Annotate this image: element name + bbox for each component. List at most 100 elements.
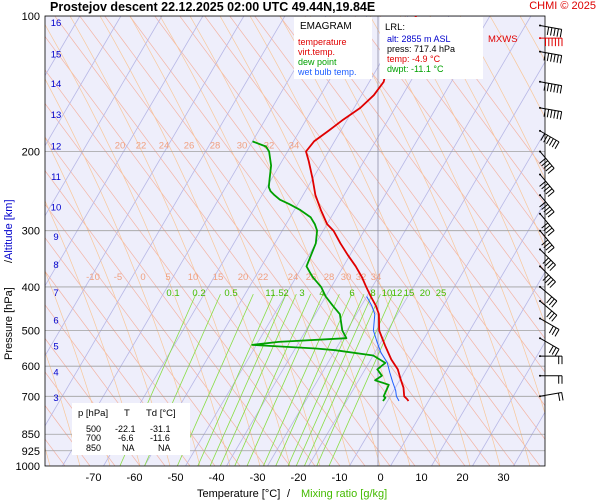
adiabat-line (45, 304, 166, 466)
mixing-ratio-label: 4 (319, 288, 324, 299)
table-cell: NA (122, 443, 135, 453)
wind-barb-feather (556, 54, 559, 63)
wind-barb-shaft (539, 174, 555, 192)
table-cell: -22.1 (115, 424, 136, 434)
wind-barb-feather (546, 83, 550, 92)
mixing-ratio-label: 25 (436, 288, 447, 299)
wind-barb (539, 374, 563, 384)
temperature-tick-label: -30 (250, 472, 266, 484)
wind-barb-base (539, 395, 541, 398)
adiabat-line (45, 136, 291, 466)
wind-barb-feather (543, 225, 551, 232)
theta-label: -5 (114, 272, 122, 283)
grid-layer (45, 16, 600, 466)
isotherm-line (62, 16, 327, 466)
theta-label: 34 (371, 272, 382, 283)
wind-barb-feather (556, 28, 559, 37)
legend-item-dew-point: dew point (298, 57, 337, 67)
legend-box (294, 17, 372, 79)
wind-barb-feather (550, 27, 553, 36)
wind-barb-feather (544, 259, 552, 267)
wind-barb-feather (553, 84, 556, 93)
wind-barb-shaft (539, 265, 556, 283)
theta-label: 30 (237, 140, 248, 151)
wind-barb (539, 317, 560, 337)
wind-barb (539, 337, 560, 357)
wind-barb-feather (548, 325, 554, 334)
wind-barb-base (539, 265, 541, 268)
wind-barb-feather (543, 185, 551, 192)
wind-barb-feather (549, 281, 556, 288)
wind-barb (539, 391, 564, 402)
altitude-tick-label: 4 (53, 368, 58, 379)
adiabat-line (45, 203, 241, 466)
theta-label: 10 (188, 272, 199, 283)
adiabat-line (45, 371, 116, 466)
isotherm-line (226, 16, 491, 466)
x-axis-separator: / (287, 488, 291, 500)
isotherm-line (431, 271, 545, 466)
pressure-tick-label: 400 (22, 282, 40, 294)
wind-barb-base (539, 80, 541, 83)
pressure-tick-label: 600 (22, 361, 40, 373)
theta-label: 0 (140, 272, 145, 283)
altitude-tick-label: 5 (53, 342, 58, 353)
wind-barb-feather (542, 274, 549, 281)
wind-barb-feather (543, 108, 546, 117)
moist-adiabat-line (550, 16, 600, 466)
summary-table-background (72, 403, 190, 455)
wind-barb (539, 24, 563, 38)
wind-barb (539, 229, 555, 254)
wind-barb-feather (539, 157, 546, 164)
series-dew-point (251, 140, 390, 402)
wind-barb-feather (540, 133, 546, 141)
wind-barb-feather (543, 82, 546, 91)
axes-layer: 1002003004005006007008509251000161514131… (16, 11, 546, 484)
wind-barb-base (539, 150, 541, 153)
altitude-tick-label: 13 (51, 110, 62, 121)
mixing-ratio-label: 0.5 (224, 288, 237, 299)
adiabat-line (45, 35, 366, 466)
legend-item-temperature: temperature (298, 37, 347, 47)
wind-barb-base (539, 106, 541, 109)
isotherm-line (103, 16, 368, 466)
wind-barb-base (539, 194, 541, 197)
legend-title: EMAGRAM (300, 21, 352, 32)
moist-adiabat-line (339, 16, 531, 466)
wind-barb-feather (545, 188, 553, 195)
altitude-tick-label: 15 (51, 49, 62, 60)
isotherm-line (45, 16, 163, 217)
mixing-ratio-line (197, 293, 275, 466)
mixing-ratio-label: 0.1 (166, 288, 179, 299)
mixing-ratio-label: 15 (404, 288, 415, 299)
mixing-ratio-line (287, 293, 365, 466)
legend-item-virt-temp: virt.temp. (298, 47, 335, 57)
isotherm-line (185, 16, 450, 466)
adiabat-line (229, 16, 545, 440)
series-layer (251, 16, 417, 402)
wind-barb-feather (553, 54, 556, 63)
isotherm-line (308, 61, 545, 466)
wind-barb (539, 80, 563, 94)
moist-adiabat-line (219, 16, 411, 466)
wind-barb-feather (550, 109, 553, 118)
wind-barb-shaft (539, 107, 562, 113)
wind-barb-base (539, 285, 541, 288)
mixing-ratio-line (295, 293, 373, 466)
wind-barb-shaft (539, 25, 562, 30)
wind-barb (539, 50, 563, 64)
altitude-tick-label: 8 (53, 260, 58, 271)
mxws-wind-barb (539, 37, 563, 47)
theta-label: 20 (115, 140, 126, 151)
wind-barb-base (539, 24, 541, 27)
wind-barb-feather (551, 314, 558, 322)
wind-barb-feather (541, 239, 549, 246)
theta-label: 32 (264, 140, 275, 151)
mixing-ratio-label: 3 (299, 288, 304, 299)
theta-label: 28 (324, 272, 335, 283)
theta-label: 34 (289, 140, 300, 151)
theta-label: 5 (165, 272, 170, 283)
summary-table: p [hPa] T Td [°C] 500 -22.1 -31.1 700 -6… (72, 403, 190, 455)
x-axis-label: Temperature [°C] (197, 488, 280, 500)
